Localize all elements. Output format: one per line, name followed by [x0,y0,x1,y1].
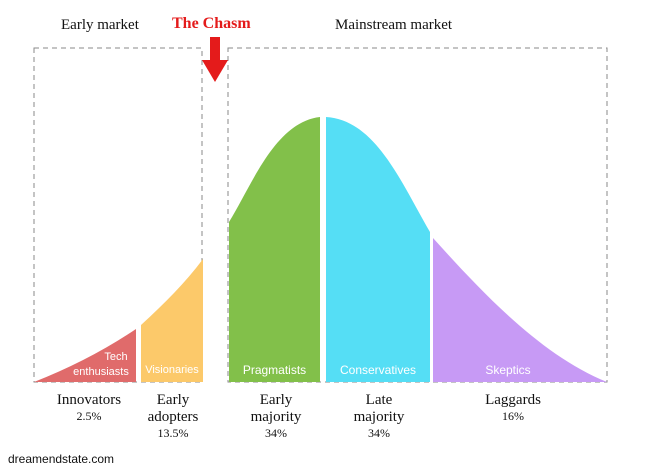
early-adopters-caption: Early adopters 13.5% [128,392,218,440]
laggards-caption: Laggards 16% [468,392,558,423]
early-majority-percent: 34% [265,426,287,440]
pragmatists-label: Pragmatists [242,363,307,377]
early-majority-caption: Early majority 34% [231,392,321,440]
early-adopters-name-line2: adopters [147,409,199,425]
innovators-name: Innovators [56,392,122,408]
innovators-percent: 2.5% [76,409,102,423]
late-majority-name-line1: Late [365,392,393,408]
early-market-label: Early market [61,17,139,33]
late-majority-segment [326,117,430,382]
early-majority-name-line2: majority [250,409,302,425]
early-adopters-percent: 13.5% [157,426,189,440]
early-adopters-segment [141,259,203,382]
skeptics-label: Skeptics [485,363,531,377]
early-majority-segment [229,117,320,382]
laggards-percent: 16% [502,409,524,423]
mainstream-market-label: Mainstream market [335,17,453,33]
chasm-arrow-shaft [210,37,220,63]
early-majority-name-line1: Early [259,392,293,408]
tech-enthusiasts-label-line1: Tech [104,351,128,363]
chasm-label: The Chasm [172,15,251,32]
early-adopters-name-line1: Early [156,392,190,408]
conservatives-label: Conservatives [339,363,417,377]
late-majority-caption: Late majority 34% [334,392,424,440]
late-majority-percent: 34% [368,426,390,440]
laggards-segment [433,238,607,382]
laggards-name: Laggards [485,392,541,408]
chasm-arrow-head [202,60,228,82]
visionaries-label: Visionaries [145,364,199,376]
tech-enthusiasts-label-line2: enthusiasts [73,366,129,378]
innovators-caption: Innovators 2.5% [44,392,134,423]
innovators-segment [34,329,136,382]
source-credit: dreamendstate.com [8,452,115,466]
late-majority-name-line2: majority [353,409,405,425]
